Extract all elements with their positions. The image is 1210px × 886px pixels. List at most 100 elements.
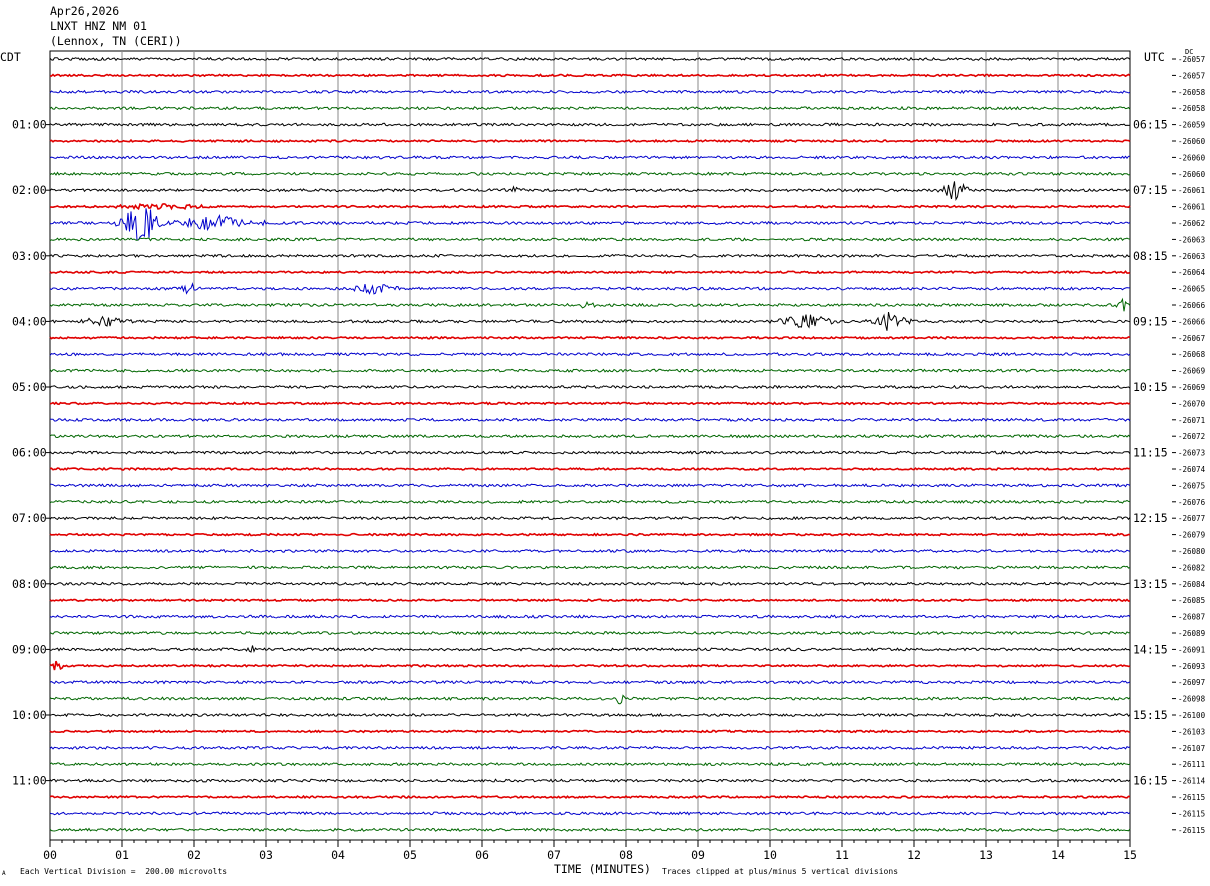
dc-offset-label: -26059 [1178,121,1205,130]
dc-offset-label: -26115 [1178,809,1205,818]
dc-offset-label: -26098 [1178,695,1206,704]
trace-row-32 [49,581,1130,586]
cdt-hour-label: 08:00 [12,577,47,591]
dc-offset-label: -26100 [1178,711,1206,720]
dc-offset-label: -26089 [1178,629,1205,638]
trace-row-7 [49,171,1131,177]
trace-row-17 [49,335,1131,340]
station-location: (Lennox, TN (CERI)) [50,34,182,48]
x-tick-label: 04 [331,848,345,862]
trace-row-28 [49,515,1131,521]
trace-row-1 [49,73,1131,78]
dc-offset-label: -26075 [1178,481,1205,490]
trace-row-41 [49,729,1131,734]
dc-offset-label: -26115 [1178,826,1205,835]
dc-offset-label: -26058 [1178,104,1206,113]
dc-offset-label: -26071 [1178,416,1205,425]
trace-row-2 [49,89,1131,94]
utc-hour-label: 16:15 [1133,774,1168,788]
x-tick-label: 14 [1051,848,1065,862]
cdt-hour-label: 05:00 [12,380,47,394]
dc-offset-label: -26060 [1178,153,1206,162]
trace-row-16 [50,311,1131,331]
dc-offset-label: -26077 [1178,514,1205,523]
cdt-hour-label: 07:00 [12,511,47,525]
cdt-hour-label: 11:00 [12,774,47,788]
trace-row-45 [49,794,1131,800]
station-code: LNXT HNZ NM 01 [50,19,147,33]
trace-row-4 [49,122,1131,127]
trace-row-10 [49,208,1131,241]
utc-hour-label: 15:15 [1133,708,1168,722]
trace-row-24 [49,450,1131,455]
trace-row-38 [49,680,1131,685]
trace-row-19 [49,368,1130,373]
dc-offset-label: -26087 [1178,613,1205,622]
dc-offset-label: -26076 [1178,498,1206,507]
dc-offset-label: -26097 [1178,678,1205,687]
dc-offset-label: -26114 [1178,777,1206,786]
cdt-hour-label: 02:00 [12,183,47,197]
trace-row-8 [49,181,1131,202]
dc-offset-label: -26069 [1178,367,1205,376]
x-tick-label: 08 [619,848,633,862]
dc-offset-label: -26073 [1178,449,1205,458]
x-tick-label: 00 [43,848,57,862]
dc-offset-label: -26079 [1178,531,1205,540]
trace-row-23 [49,433,1131,439]
utc-hour-label: 12:15 [1133,511,1168,525]
clip-note: Traces clipped at plus/minus 5 vertical … [662,867,899,876]
dc-offset-label: -26111 [1178,760,1205,769]
dc-offset-label: -26093 [1178,662,1205,671]
dc-offset-label: -26085 [1178,596,1205,605]
dc-offset-label: -26084 [1178,580,1206,589]
dc-offset-label: -26061 [1178,186,1205,195]
trace-row-30 [49,548,1131,554]
utc-hour-label: 07:15 [1133,183,1168,197]
trace-row-0 [49,56,1131,62]
trace-row-22 [49,417,1131,422]
trace-row-26 [49,483,1131,488]
cdt-axis-label: CDT [0,50,21,64]
scale-note: Each Vertical Division = 200.00 microvol… [20,867,228,876]
dc-offset-label: -26091 [1178,645,1205,654]
dc-offset-label: -26069 [1178,383,1205,392]
trace-row-42 [49,745,1131,751]
trace-row-13 [49,270,1131,275]
cdt-hour-label: 09:00 [12,642,47,656]
dc-offset-label: -26066 [1178,317,1206,326]
x-tick-label: 06 [475,848,489,862]
x-tick-label: 10 [763,848,777,862]
x-axis-title: TIME (MINUTES) [554,862,651,876]
trace-row-14 [49,282,1130,295]
trace-row-21 [49,401,1131,406]
dc-offset-label: -26065 [1178,285,1205,294]
x-tick-label: 02 [187,848,201,862]
dc-offset-label: -26058 [1178,88,1206,97]
x-tick-label: 05 [403,848,417,862]
trace-row-31 [49,565,1131,570]
trace-row-33 [49,598,1131,603]
x-tick-label: 07 [547,848,561,862]
dc-offset-label: -26063 [1178,235,1205,244]
dc-offset-label: -26066 [1178,301,1206,310]
cdt-hour-label: 04:00 [12,314,47,328]
dc-offset-label: -26074 [1178,465,1206,474]
dc-offset-label: -26063 [1178,252,1205,261]
trace-row-5 [49,138,1131,144]
trace-row-46 [49,811,1131,816]
x-tick-label: 13 [979,848,993,862]
plot-date: Apr26,2026 [50,4,120,18]
dc-offset-label: -26062 [1178,219,1205,228]
trace-row-20 [49,384,1131,390]
dc-label: DC [1185,48,1194,56]
dc-offset-label: -26072 [1178,432,1205,441]
cdt-hour-label: 10:00 [12,708,47,722]
dc-offset-label: -26103 [1178,727,1205,736]
dc-offset-label: -26115 [1178,793,1205,802]
plot-frame [49,50,1131,841]
utc-hour-label: 10:15 [1133,380,1168,394]
trace-row-3 [49,105,1131,111]
trace-row-11 [49,237,1131,242]
utc-hour-label: 08:15 [1133,249,1168,263]
